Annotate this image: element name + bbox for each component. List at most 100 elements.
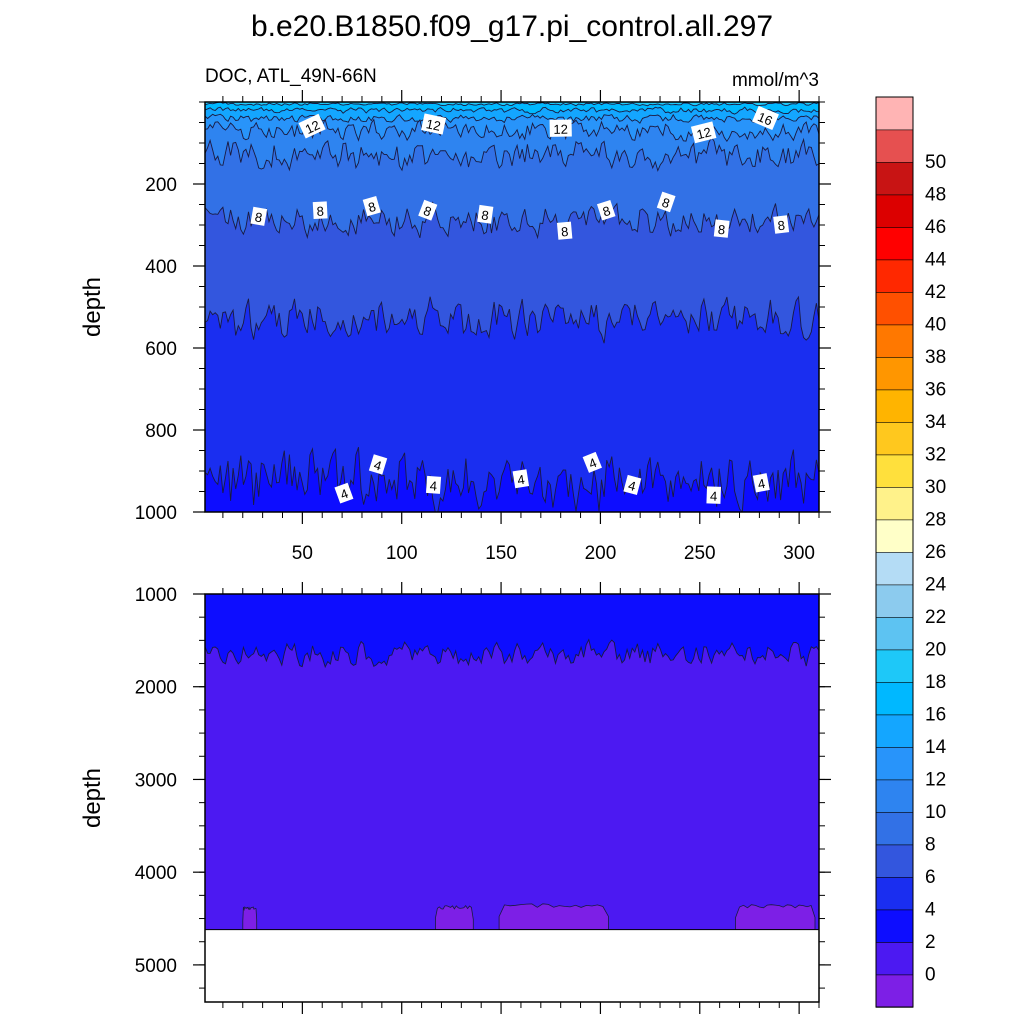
contour-label: 4 xyxy=(368,454,388,475)
colorbar-swatch xyxy=(875,616,914,651)
contour-label-text: 8 xyxy=(717,222,726,238)
contour-label-text: 4 xyxy=(372,457,383,473)
colorbar-label: 32 xyxy=(925,445,946,466)
colorbar-label: 44 xyxy=(925,250,947,271)
lower-panel: 1000 2000 3000 4000 5000 depth xyxy=(79,582,831,1014)
colorbar-label: 6 xyxy=(925,867,936,888)
colorbar-swatch xyxy=(875,876,914,911)
colorbar-swatch xyxy=(875,421,914,456)
lower-band-0 xyxy=(205,639,819,1002)
lower-contour-line-2 xyxy=(205,638,819,669)
upper-contour-line-10 xyxy=(205,136,819,172)
colorbar-swatch xyxy=(875,551,914,586)
contour-label-bg xyxy=(656,191,676,213)
x-tick-label: 100 xyxy=(386,543,418,564)
upper-y-tick-label: 400 xyxy=(145,257,177,278)
colorbar-swatch xyxy=(875,454,914,488)
contour-label: 4 xyxy=(582,451,602,473)
contour-label: 8 xyxy=(477,204,494,224)
contour-label: 8 xyxy=(362,196,381,217)
contour-label-text: 4 xyxy=(757,476,767,492)
contour-label: 4 xyxy=(512,469,530,489)
colorbar-label: 2 xyxy=(925,932,936,953)
contour-label-bg xyxy=(250,206,268,226)
colorbar-label: 24 xyxy=(925,575,947,596)
colorbar-label: 46 xyxy=(925,217,946,238)
colorbar-label: 40 xyxy=(925,315,946,336)
contour-label: 16 xyxy=(752,105,779,131)
contour-label-text: 12 xyxy=(695,124,713,142)
contour-label: 8 xyxy=(656,191,676,213)
contour-label: 12 xyxy=(421,113,447,135)
colorbar-label: 48 xyxy=(925,185,946,206)
contour-label-text: 12 xyxy=(425,116,442,134)
upper-filled-contours xyxy=(205,102,819,512)
lower-y-tick-label: 4000 xyxy=(135,863,177,884)
upper-panel: 12 12 12 12 16 8 8 8 8 8 8 8 8 8 8 4 4 4 4 4 4 4 4 200 400 600 80… xyxy=(79,90,831,564)
contour-label: 4 xyxy=(752,473,770,493)
upper-contour-labels: 12 12 12 12 16 8 8 8 8 8 8 8 8 8 8 4 4 4 4 4 4 4 4 xyxy=(250,105,790,504)
contour-label-bg xyxy=(512,469,530,489)
colorbar-swatch xyxy=(875,291,914,326)
contour-label-text: 4 xyxy=(429,478,437,493)
contour-label-text: 8 xyxy=(777,218,786,234)
contour-label-text: 16 xyxy=(756,109,775,128)
x-tick-label: 50 xyxy=(292,543,313,564)
colorbar-label: 16 xyxy=(925,705,946,726)
colorbar-label: 20 xyxy=(925,640,946,661)
colorbar-swatch xyxy=(875,161,914,196)
upper-contour-line-16 xyxy=(205,106,819,115)
contour-label-text: 4 xyxy=(338,486,350,503)
upper-band-2 xyxy=(205,447,819,512)
contour-label-bg xyxy=(773,215,790,234)
colorbar-label: 30 xyxy=(925,477,946,498)
lower-axis-ticks: 1000 2000 3000 4000 5000 xyxy=(135,582,831,1014)
contour-label-bg xyxy=(298,113,326,139)
colorbar-label: 26 xyxy=(925,542,946,563)
below-zero-patch xyxy=(242,906,258,931)
x-tick-label: 200 xyxy=(585,543,617,564)
contour-label: 12 xyxy=(298,113,326,139)
lower-plot-frame xyxy=(204,593,820,1003)
upper-axis-ticks: 200 400 600 800 1000 50 100 150 200 250 300 xyxy=(135,90,831,564)
contour-label: 8 xyxy=(250,206,268,226)
contour-label-bg xyxy=(421,113,447,135)
upper-contour-line-6 xyxy=(205,295,819,344)
colorbar: 0246810121416182022242628303234363840424… xyxy=(875,96,947,1008)
contour-label-text: 12 xyxy=(303,117,322,137)
colorbar-label: 12 xyxy=(925,770,946,791)
upper-y-tick-label: 800 xyxy=(145,421,177,442)
contour-label-bg xyxy=(752,105,779,131)
contour-label-bg xyxy=(477,204,494,224)
colorbar-swatch xyxy=(875,746,914,781)
contour-label-text: 8 xyxy=(254,209,264,225)
colorbar-label: 34 xyxy=(925,412,947,433)
colorbar-swatch xyxy=(875,584,914,618)
colorbar-swatch xyxy=(875,909,914,943)
upper-y-tick-label: 600 xyxy=(145,339,177,360)
contour-label: 8 xyxy=(773,215,790,234)
upper-contour-line-14 xyxy=(205,113,819,124)
contour-label: 12 xyxy=(549,119,572,137)
contour-label-text: 8 xyxy=(560,224,569,240)
contour-label-bg xyxy=(418,199,438,221)
colorbar-swatch xyxy=(875,649,914,683)
contour-label-bg xyxy=(334,482,354,504)
contour-label-text: 12 xyxy=(553,122,568,137)
contour-label: 4 xyxy=(706,486,722,504)
colorbar-swatch xyxy=(875,844,914,878)
contour-label-text: 4 xyxy=(710,488,718,503)
upper-contour-line-4 xyxy=(205,447,819,512)
lower-filled-contours xyxy=(205,594,819,1002)
colorbar-label: 14 xyxy=(925,737,947,758)
colorbar-swatch xyxy=(875,486,914,521)
colorbar-swatch xyxy=(875,259,914,293)
upper-contour-line-18 xyxy=(205,102,819,107)
contour-label: 8 xyxy=(418,199,438,221)
colorbar-swatch xyxy=(875,194,914,228)
colorbar-label: 42 xyxy=(925,282,946,303)
contour-label-text: 4 xyxy=(516,472,525,488)
below-zero-patch xyxy=(735,904,816,931)
colorbar-swatch xyxy=(875,714,914,748)
